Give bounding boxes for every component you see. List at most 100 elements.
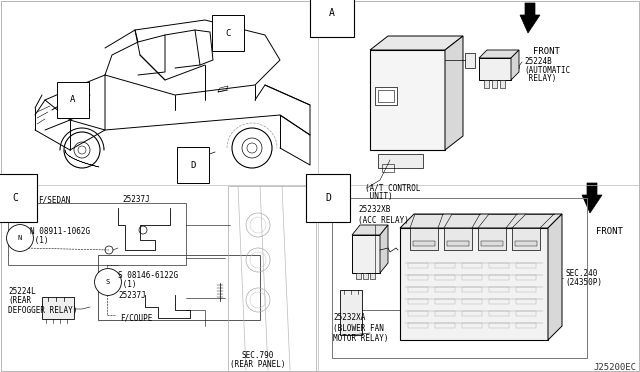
Text: N 08911-1062G: N 08911-1062G — [30, 228, 90, 237]
Bar — [435, 263, 455, 268]
Bar — [435, 275, 455, 280]
Bar — [516, 299, 536, 304]
Bar — [489, 299, 509, 304]
Bar — [516, 263, 536, 268]
Text: (BLOWER FAN: (BLOWER FAN — [333, 324, 384, 333]
Text: FRONT: FRONT — [596, 228, 623, 237]
Text: (A/T CONTROL: (A/T CONTROL — [365, 183, 420, 192]
Bar — [489, 311, 509, 316]
Bar — [408, 299, 428, 304]
Polygon shape — [548, 214, 562, 340]
Polygon shape — [479, 50, 519, 58]
Bar — [370, 273, 375, 279]
Text: F/SEDAN: F/SEDAN — [38, 196, 70, 205]
Bar — [479, 58, 511, 80]
Bar — [516, 323, 536, 328]
Bar — [447, 241, 469, 246]
Text: A: A — [70, 96, 76, 105]
Bar — [462, 263, 482, 268]
Text: N: N — [18, 235, 22, 241]
Bar — [408, 323, 428, 328]
Bar — [500, 80, 505, 88]
Text: MOTOR RELAY): MOTOR RELAY) — [333, 334, 388, 343]
Bar — [375, 87, 397, 105]
Bar — [492, 80, 497, 88]
Bar — [444, 228, 472, 250]
Text: FRONT: FRONT — [533, 48, 560, 57]
Bar — [516, 275, 536, 280]
Polygon shape — [445, 36, 463, 150]
Bar — [489, 275, 509, 280]
Text: 25224B: 25224B — [524, 58, 552, 67]
Bar — [515, 241, 537, 246]
Bar — [356, 273, 361, 279]
Bar — [363, 273, 368, 279]
Bar — [98, 255, 260, 320]
Bar — [462, 299, 482, 304]
Text: 25237J: 25237J — [122, 196, 150, 205]
Text: UNIT): UNIT) — [365, 192, 393, 202]
Bar — [489, 263, 509, 268]
Bar — [400, 228, 548, 340]
Polygon shape — [380, 225, 388, 273]
Bar — [478, 228, 506, 250]
Text: J25200EC: J25200EC — [593, 363, 636, 372]
Bar — [378, 154, 423, 168]
Polygon shape — [520, 3, 540, 33]
Text: C: C — [12, 193, 18, 203]
Bar — [489, 287, 509, 292]
Bar — [410, 228, 438, 250]
Bar — [8, 203, 186, 265]
Polygon shape — [370, 36, 463, 50]
Bar — [382, 164, 394, 172]
Text: D: D — [190, 160, 196, 170]
Polygon shape — [511, 50, 519, 80]
Text: (REAR PANEL): (REAR PANEL) — [230, 359, 285, 369]
Bar — [408, 287, 428, 292]
Text: (ACC RELAY): (ACC RELAY) — [358, 215, 409, 224]
Text: A: A — [329, 8, 335, 18]
Bar — [408, 311, 428, 316]
Bar — [378, 90, 394, 102]
Polygon shape — [400, 214, 562, 228]
Text: DEFOGGER RELAY): DEFOGGER RELAY) — [8, 305, 77, 314]
Bar — [332, 198, 587, 358]
Bar — [462, 311, 482, 316]
Bar — [465, 53, 475, 68]
Text: F/COUPE: F/COUPE — [120, 314, 152, 323]
Text: SEC.240: SEC.240 — [565, 269, 597, 278]
Text: (AUTOMATIC: (AUTOMATIC — [524, 67, 570, 76]
Bar — [435, 299, 455, 304]
Text: 25232XA: 25232XA — [333, 314, 365, 323]
Bar — [512, 228, 540, 250]
Bar — [462, 275, 482, 280]
Text: (1): (1) — [118, 280, 136, 289]
Text: (24350P): (24350P) — [565, 279, 602, 288]
Text: S 08146-6122G: S 08146-6122G — [118, 272, 178, 280]
Bar — [42, 297, 74, 319]
Bar — [413, 241, 435, 246]
Text: (1): (1) — [30, 237, 49, 246]
Bar — [484, 80, 489, 88]
Bar — [462, 287, 482, 292]
Bar — [370, 50, 445, 150]
Text: 25224L: 25224L — [8, 288, 36, 296]
Text: RELAY): RELAY) — [524, 74, 556, 83]
Text: D: D — [325, 193, 331, 203]
Bar — [435, 311, 455, 316]
Text: S: S — [106, 279, 110, 285]
Polygon shape — [582, 183, 602, 213]
Bar — [340, 290, 362, 335]
Bar — [462, 323, 482, 328]
Text: 25237J: 25237J — [118, 291, 146, 299]
Text: C: C — [225, 29, 230, 38]
Bar — [435, 323, 455, 328]
Bar — [408, 263, 428, 268]
Bar — [408, 275, 428, 280]
Text: (REAR: (REAR — [8, 296, 31, 305]
Bar — [489, 323, 509, 328]
Bar — [516, 311, 536, 316]
Bar — [481, 241, 503, 246]
Bar — [435, 287, 455, 292]
Bar — [516, 287, 536, 292]
